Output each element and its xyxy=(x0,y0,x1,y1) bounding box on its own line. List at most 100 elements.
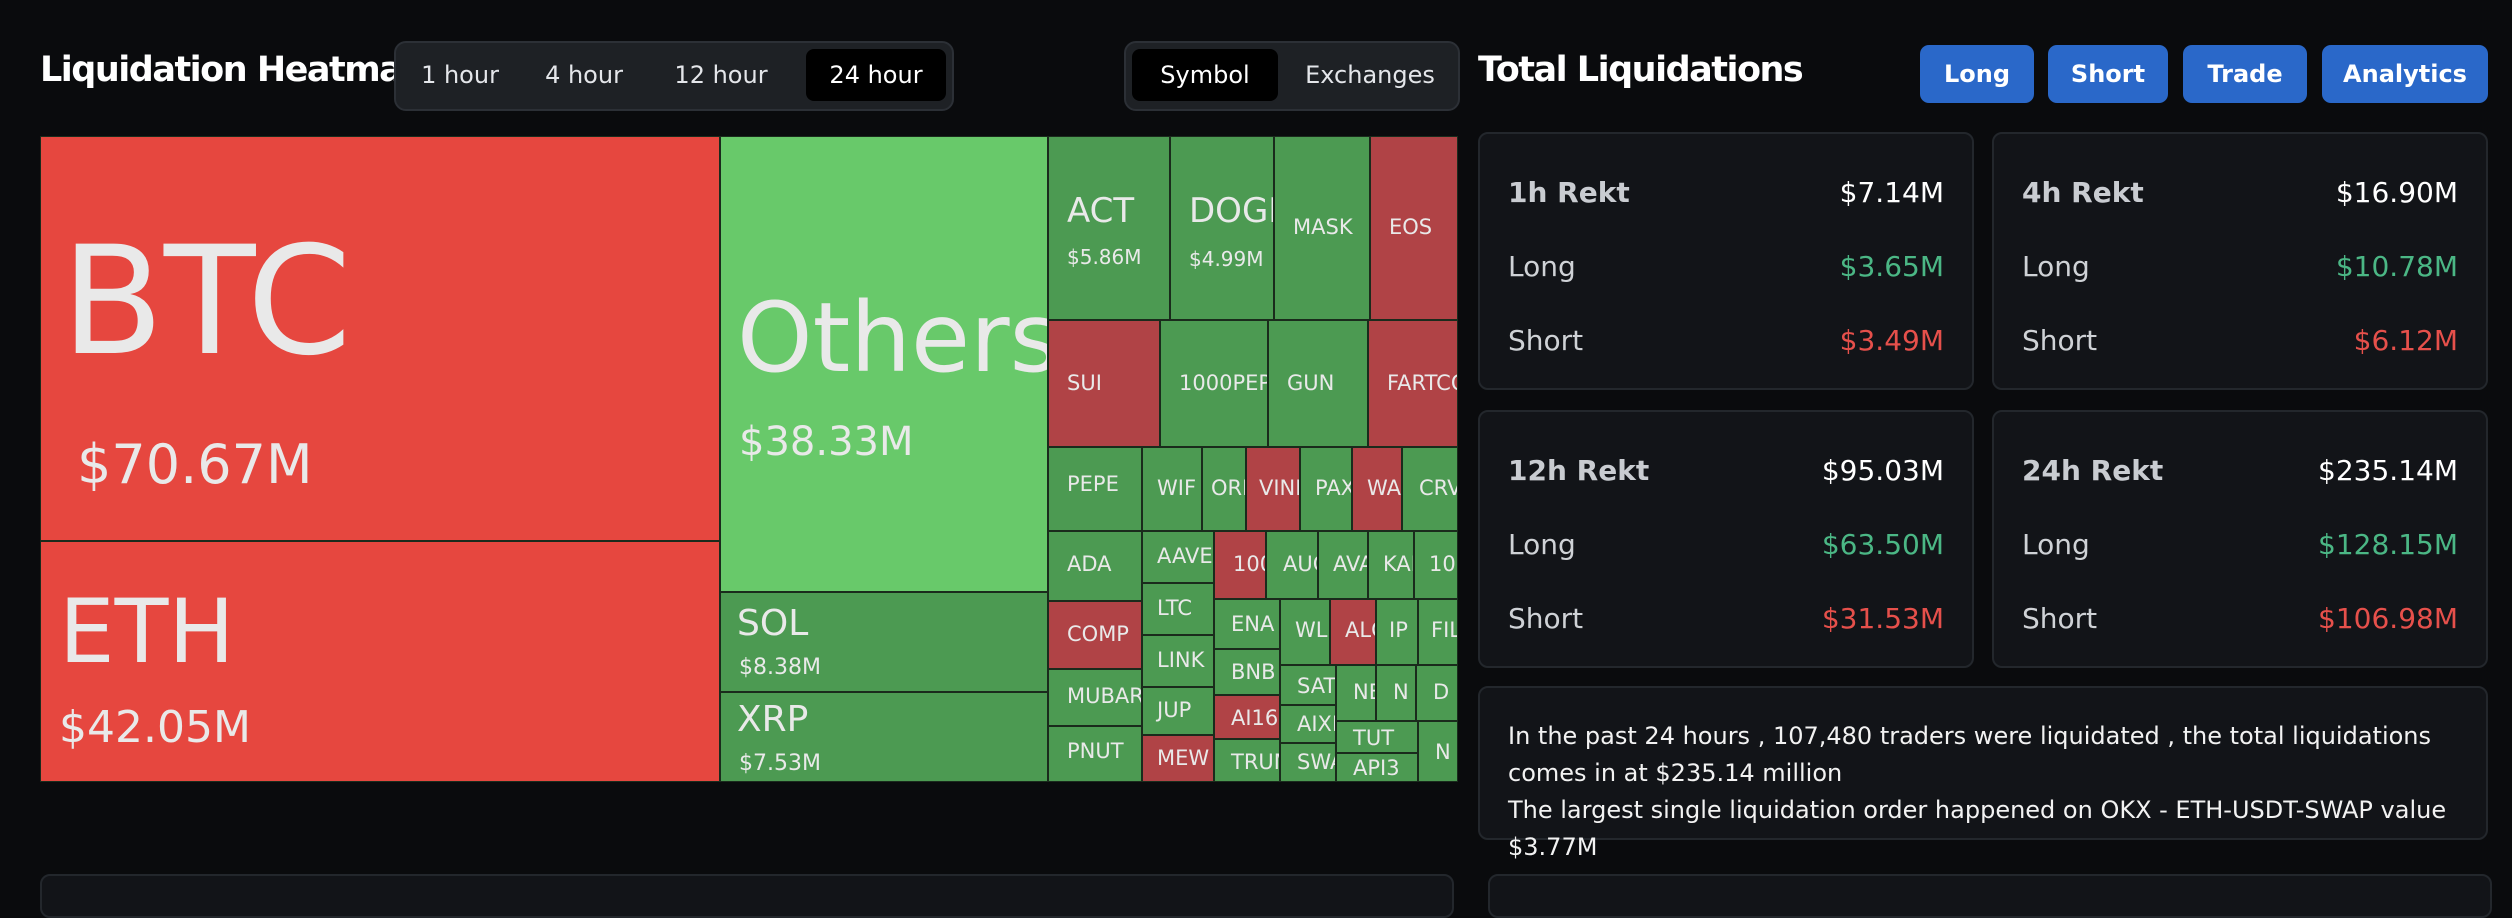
cell-name: SOL xyxy=(737,603,809,644)
treemap-cell-pnut[interactable]: PNUT xyxy=(1048,726,1142,782)
treemap-cell-fil[interactable]: FIL xyxy=(1418,599,1458,665)
treemap-cell-link[interactable]: LINK xyxy=(1142,635,1214,687)
view-mode-tabs: Symbol Exchanges xyxy=(1124,41,1460,111)
card-period: 24h Rekt xyxy=(2022,454,2164,487)
treemap-cell-pepe[interactable]: PEPE xyxy=(1048,447,1142,531)
cell-name: AUCTION xyxy=(1283,552,1317,576)
long-value: $10.78M xyxy=(2335,250,2458,283)
heatmap-title: Liquidation Heatmap xyxy=(40,50,426,90)
treemap-cell-ip[interactable]: IP xyxy=(1376,599,1418,665)
treemap-cell-others[interactable]: Others $38.33M xyxy=(720,136,1048,592)
tab-12-hour[interactable]: 12 hour xyxy=(674,61,768,89)
cell-name: DOGE xyxy=(1189,191,1273,231)
long-button[interactable]: Long xyxy=(1920,45,2034,103)
tab-1-hour[interactable]: 1 hour xyxy=(421,61,499,89)
treemap-cell-ai16z[interactable]: AI16Z xyxy=(1214,695,1280,739)
short-button[interactable]: Short xyxy=(2048,45,2168,103)
treemap-cell-kaito[interactable]: KAITO xyxy=(1368,531,1414,599)
cell-name: BTC xyxy=(61,215,352,389)
trade-button[interactable]: Trade xyxy=(2183,45,2307,103)
short-value: $106.98M xyxy=(2318,602,2458,635)
short-value: $3.49M xyxy=(1839,324,1944,357)
cell-name: AAVE xyxy=(1157,544,1213,568)
treemap-cell-xrp[interactable]: XRP $7.53M xyxy=(720,692,1048,782)
cell-name: N xyxy=(1393,680,1409,704)
cell-name: CRV xyxy=(1419,476,1458,500)
treemap-cell-auction[interactable]: AUCTION xyxy=(1266,531,1318,599)
treemap-cell-eos[interactable]: EOS xyxy=(1370,136,1458,320)
treemap-cell-near[interactable]: NEAR xyxy=(1336,665,1376,721)
treemap-cell-btc[interactable]: BTC $70.67M xyxy=(40,136,720,541)
cell-name: TRUMP xyxy=(1231,750,1279,774)
cell-name: 1000 xyxy=(1429,552,1457,576)
treemap-cell-1000-a[interactable]: 1000 xyxy=(1214,531,1266,599)
card-1h-rekt: 1h Rekt $7.14M Long $3.65M Short $3.49M xyxy=(1478,132,1974,390)
treemap-cell-aave[interactable]: AAVE xyxy=(1142,531,1214,583)
treemap-cell-ada[interactable]: ADA xyxy=(1048,531,1142,601)
cell-name: AIXBT xyxy=(1297,712,1335,736)
cell-name: KAITO xyxy=(1383,552,1413,576)
treemap-cell-fartcoin[interactable]: FARTCOIN xyxy=(1368,320,1458,447)
treemap-cell-1000-b[interactable]: 1000 xyxy=(1414,531,1458,599)
tab-symbol[interactable]: Symbol xyxy=(1132,49,1278,101)
treemap-cell-ena[interactable]: ENA xyxy=(1214,599,1280,649)
treemap-cell-gun[interactable]: GUN xyxy=(1268,320,1368,447)
treemap-cell-comp[interactable]: COMP xyxy=(1048,601,1142,669)
treemap-cell-alch[interactable]: ALCH xyxy=(1330,599,1376,665)
cell-name: PAXG xyxy=(1315,476,1351,500)
treemap-cell-sui[interactable]: SUI xyxy=(1048,320,1160,447)
bottom-panel-left xyxy=(40,874,1454,918)
treemap-cell-api3[interactable]: API3 xyxy=(1336,753,1418,782)
long-value: $128.15M xyxy=(2318,528,2458,561)
treemap-cell-doge[interactable]: DOGE $4.99M xyxy=(1170,136,1274,320)
cell-name: NEAR xyxy=(1353,680,1375,704)
treemap-cell-swarms[interactable]: SWARMS xyxy=(1280,743,1336,782)
treemap-cell-ltc[interactable]: LTC xyxy=(1142,583,1214,635)
treemap-cell-avax[interactable]: AVAX xyxy=(1318,531,1368,599)
long-label: Long xyxy=(1508,528,1576,561)
treemap-cell-crv[interactable]: CRV xyxy=(1402,447,1458,531)
cell-name: MUBARAK xyxy=(1067,684,1142,708)
treemap-cell-1000pepe[interactable]: 1000PEPE xyxy=(1160,320,1268,447)
cell-value: $38.33M xyxy=(739,419,914,465)
treemap-cell-mew[interactable]: MEW xyxy=(1142,735,1214,782)
treemap-cell-wal[interactable]: WAL xyxy=(1352,447,1402,531)
treemap-cell-act[interactable]: ACT $5.86M xyxy=(1048,136,1170,320)
tab-exchanges[interactable]: Exchanges xyxy=(1305,61,1435,89)
treemap-cell-wif[interactable]: WIF xyxy=(1142,447,1202,531)
cell-name: FARTCOIN xyxy=(1387,371,1457,395)
cell-name: AI16Z xyxy=(1231,706,1279,730)
cell-name: ETH xyxy=(59,580,235,683)
long-label: Long xyxy=(2022,250,2090,283)
treemap-cell-n-2[interactable]: N xyxy=(1418,721,1458,782)
treemap-cell-d[interactable]: D xyxy=(1416,665,1458,721)
cell-name: PNUT xyxy=(1067,739,1124,763)
cell-name: BNB xyxy=(1231,660,1276,684)
treemap-cell-ordi[interactable]: ORDI xyxy=(1202,447,1246,531)
treemap-cell-paxg[interactable]: PAXG xyxy=(1300,447,1352,531)
treemap-cell-eth[interactable]: ETH $42.05M xyxy=(40,541,720,782)
tab-4-hour[interactable]: 4 hour xyxy=(545,61,623,89)
treemap-cell-mask[interactable]: MASK xyxy=(1274,136,1370,320)
treemap-cell-n[interactable]: N xyxy=(1376,665,1416,721)
treemap-cell-tut[interactable]: TUT xyxy=(1336,721,1418,753)
treemap-cell-aixbt[interactable]: AIXBT xyxy=(1280,705,1336,743)
treemap-cell-jup[interactable]: JUP xyxy=(1142,687,1214,735)
treemap-cell-sats[interactable]: SATS xyxy=(1280,665,1336,705)
treemap-cell-mubarak[interactable]: MUBARAK xyxy=(1048,669,1142,726)
short-label: Short xyxy=(1508,324,1584,357)
treemap-cell-sol[interactable]: SOL $8.38M xyxy=(720,592,1048,692)
cell-value: $5.86M xyxy=(1067,245,1142,269)
long-label: Long xyxy=(2022,528,2090,561)
cell-name: SATS xyxy=(1297,674,1336,698)
treemap-cell-wld[interactable]: WLD xyxy=(1280,599,1330,665)
treemap-cell-vine[interactable]: VINE xyxy=(1246,447,1300,531)
cell-name: MASK xyxy=(1293,215,1353,239)
treemap-cell-bnb[interactable]: BNB xyxy=(1214,649,1280,695)
cell-name: API3 xyxy=(1353,756,1400,780)
treemap-cell-trump[interactable]: TRUMP xyxy=(1214,739,1280,782)
tab-24-hour[interactable]: 24 hour xyxy=(806,49,946,101)
card-total: $95.03M xyxy=(1821,454,1944,487)
cell-value: $42.05M xyxy=(59,702,251,753)
analytics-button[interactable]: Analytics xyxy=(2322,45,2488,103)
